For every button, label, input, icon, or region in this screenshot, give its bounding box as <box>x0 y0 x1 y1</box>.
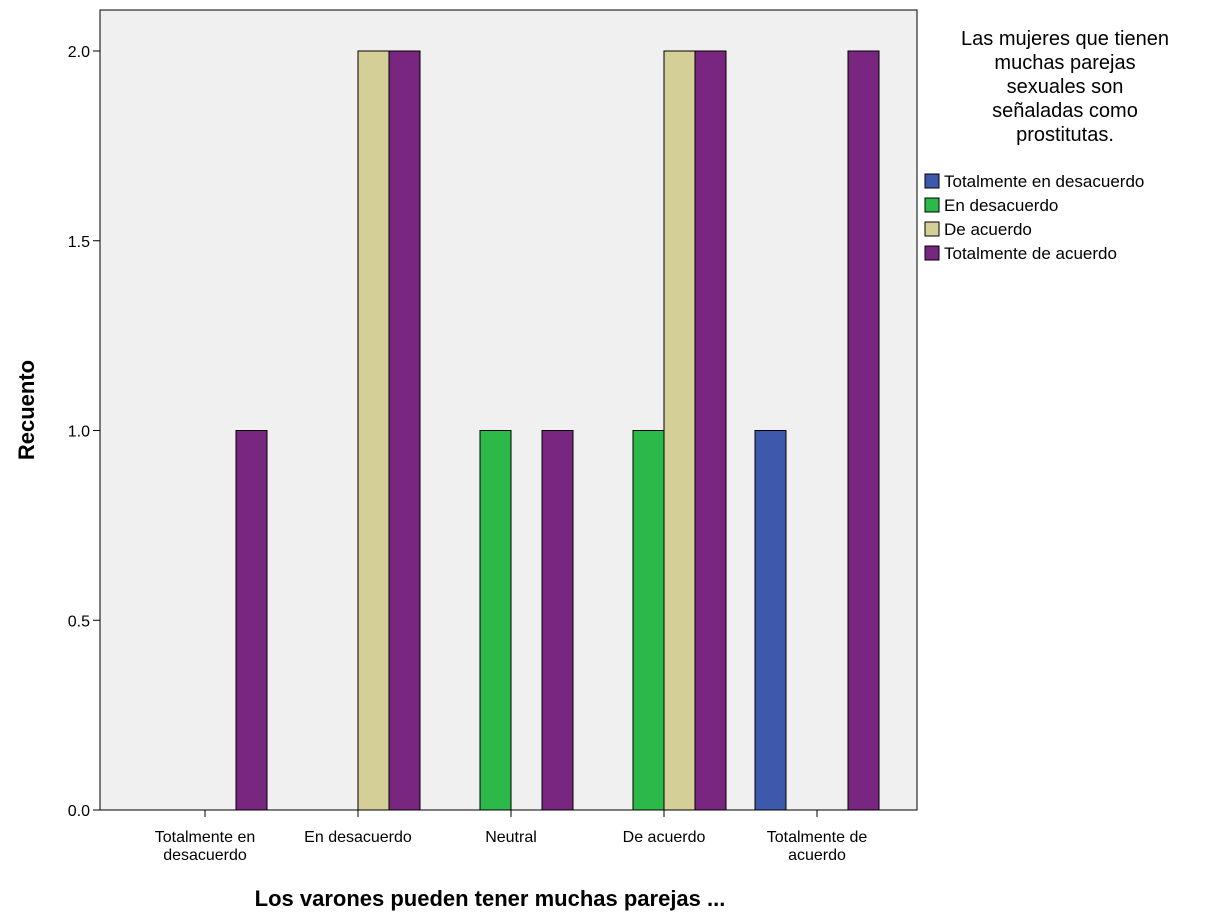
x-category-label: desacuerdo <box>163 847 247 864</box>
legend-label: En desacuerdo <box>944 196 1058 215</box>
y-tick-label: 0.5 <box>68 613 90 630</box>
x-category-label: Neutral <box>485 829 537 846</box>
bar-totalmente-de-acuerdo <box>848 51 879 810</box>
bar-de-acuerdo <box>664 51 695 810</box>
y-tick-label: 0.0 <box>68 803 90 820</box>
legend-swatch <box>925 222 939 236</box>
bar-en-desacuerdo <box>633 431 664 811</box>
legend-label: De acuerdo <box>944 220 1032 239</box>
x-category-label: De acuerdo <box>623 829 706 846</box>
bar-totalmente-de-acuerdo <box>542 431 573 811</box>
bar-totalmente-en-desacuerdo <box>755 431 786 811</box>
bar-totalmente-de-acuerdo <box>695 51 726 810</box>
legend-title: muchas parejas <box>994 52 1135 74</box>
legend-title: señaladas como <box>992 100 1138 122</box>
y-axis: 0.0 0.5 1.0 1.5 2.0 <box>68 44 100 820</box>
y-tick-label: 2.0 <box>68 44 90 61</box>
x-category-label: Totalmente en <box>155 829 256 846</box>
legend-label: Totalmente en desacuerdo <box>944 172 1144 191</box>
legend-swatch <box>925 174 939 188</box>
x-category-label: En desacuerdo <box>304 829 412 846</box>
x-category-label: Totalmente de <box>767 829 868 846</box>
bar-en-desacuerdo <box>480 431 511 811</box>
legend-label: Totalmente de acuerdo <box>944 244 1117 263</box>
x-axis-title: Los varones pueden tener muchas parejas … <box>255 886 726 911</box>
bar-totalmente-de-acuerdo <box>389 51 420 810</box>
x-category-label: acuerdo <box>788 847 846 864</box>
bar-de-acuerdo <box>358 51 389 810</box>
y-tick-label: 1.0 <box>68 424 90 441</box>
legend-title: sexuales son <box>1007 76 1124 98</box>
bar-totalmente-de-acuerdo <box>236 431 267 811</box>
y-axis-title: Recuento <box>14 360 39 460</box>
legend-swatch <box>925 246 939 260</box>
legend-title: Las mujeres que tienen <box>961 28 1169 50</box>
legend-title: prostitutas. <box>1016 124 1114 146</box>
legend-swatch <box>925 198 939 212</box>
y-tick-label: 1.5 <box>68 234 90 251</box>
